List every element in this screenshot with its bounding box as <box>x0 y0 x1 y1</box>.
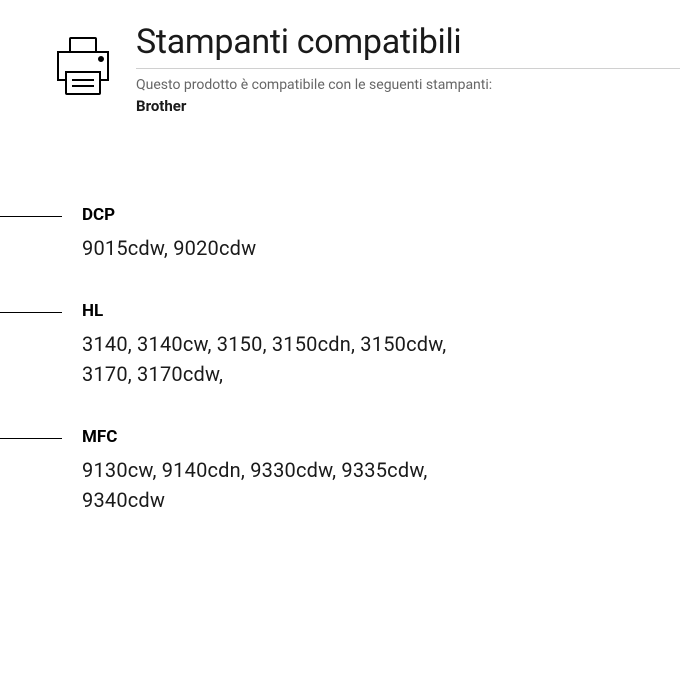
section-line <box>0 438 62 439</box>
series-models: 9015cdw, 9020cdw <box>82 233 462 263</box>
printer-icon <box>48 32 118 106</box>
printer-series-section: DCP 9015cdw, 9020cdw <box>0 205 680 263</box>
subtitle-text: Questo prodotto è compatibile con le seg… <box>136 77 680 93</box>
section-line <box>0 216 62 217</box>
header-divider <box>136 68 680 69</box>
header-text: Stampanti compatibili Questo prodotto è … <box>136 22 680 115</box>
series-label: DCP <box>82 205 680 225</box>
series-models: 9130cw, 9140cdn, 9330cdw, 9335cdw, 9340c… <box>82 455 462 515</box>
printer-series-section: MFC 9130cw, 9140cdn, 9330cdw, 9335cdw, 9… <box>0 427 680 515</box>
header-block: Stampanti compatibili Questo prodotto è … <box>0 22 680 115</box>
page-title: Stampanti compatibili <box>136 22 680 62</box>
section-line <box>0 312 62 313</box>
series-models: 3140, 3140cw, 3150, 3150cdn, 3150cdw, 31… <box>82 329 462 389</box>
brand-label: Brother <box>136 97 680 115</box>
printer-series-section: HL 3140, 3140cw, 3150, 3150cdn, 3150cdw,… <box>0 301 680 389</box>
series-label: HL <box>82 301 680 321</box>
series-label: MFC <box>82 427 680 447</box>
